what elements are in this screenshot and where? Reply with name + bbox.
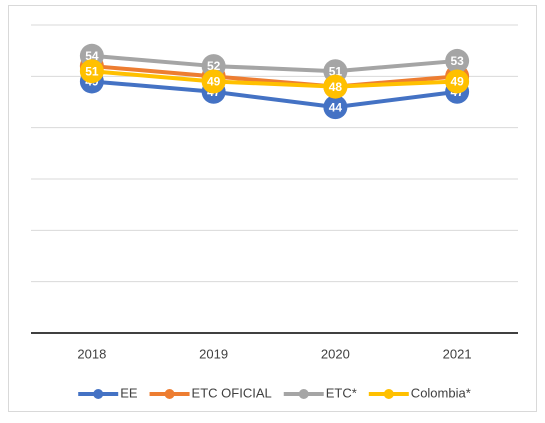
- x-tick-label: 2018: [77, 346, 106, 361]
- legend-marker: [93, 389, 104, 399]
- data-label: 44: [329, 100, 343, 114]
- series-line: [91, 53, 458, 74]
- x-tick-label: 2021: [443, 346, 472, 361]
- legend-label: ETC OFICIAL: [192, 385, 272, 400]
- data-label: 49: [207, 75, 221, 89]
- legend-marker: [298, 389, 309, 399]
- series-line: [91, 69, 458, 89]
- data-label: 48: [329, 80, 343, 94]
- legend-marker: [383, 389, 394, 399]
- data-point: [445, 69, 470, 94]
- data-point: [79, 59, 104, 84]
- data-point: [445, 48, 470, 73]
- legend-marker: [164, 389, 175, 399]
- data-point: [201, 69, 226, 94]
- legend-label: Colombia*: [411, 385, 471, 400]
- series-line: [91, 64, 458, 89]
- data-label: 51: [85, 64, 99, 78]
- data-label: 53: [450, 54, 464, 68]
- legend-label: EE: [120, 385, 138, 400]
- x-tick-label: 2019: [199, 346, 228, 361]
- data-point: [323, 95, 348, 120]
- data-point: [323, 74, 348, 99]
- legend: EE ETC OFICIAL ETC* Colombia*: [78, 385, 471, 400]
- series-line: [91, 79, 458, 110]
- x-tick-label: 2020: [321, 346, 350, 361]
- data-label: 54: [85, 49, 99, 63]
- legend-label: ETC*: [326, 385, 357, 400]
- data-label: 51: [329, 64, 343, 78]
- data-label: 49: [450, 75, 464, 89]
- data-label: 52: [207, 59, 221, 73]
